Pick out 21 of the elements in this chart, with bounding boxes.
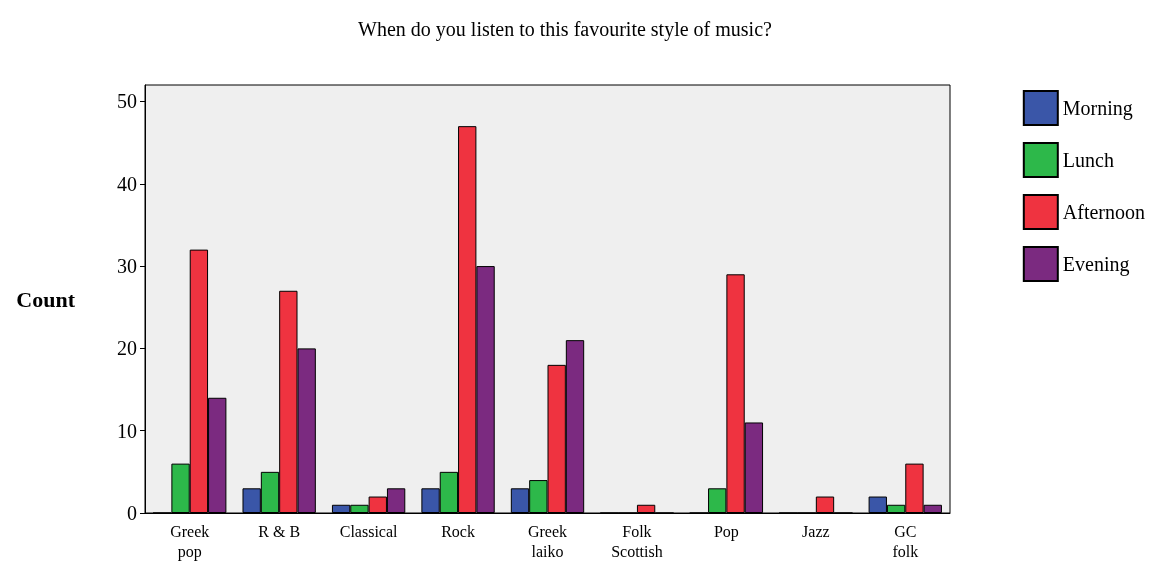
y-tick-label: 20 [117,337,137,360]
x-tick-label: Jazz [802,522,830,540]
y-tick-label: 50 [117,90,137,113]
x-tick-label: Folk Scottish [611,522,663,560]
chart-title: When do you listen to this favourite style of music? [358,18,773,41]
legend-label: Evening [1062,253,1130,276]
y-tick-label: 30 [117,255,137,278]
y-tick-label: 10 [117,419,137,442]
legend-label: Lunch [1062,149,1114,171]
y-axis-title: Count [16,286,76,312]
x-tick-label: Greek laiko [527,522,568,560]
legend-label: Morning [1062,97,1133,120]
x-tick-label: Greek pop [170,522,210,561]
y-tick-label: 40 [117,172,137,195]
y-tick-label: 0 [127,502,137,524]
x-tick-label: Pop [713,522,739,541]
x-tick-label: R & B [258,522,301,540]
x-tick-label: GC folk [892,522,919,560]
x-tick-label: Rock [441,522,475,540]
x-tick-label: Classical [339,522,399,540]
legend-label: Afternoon [1062,201,1146,223]
